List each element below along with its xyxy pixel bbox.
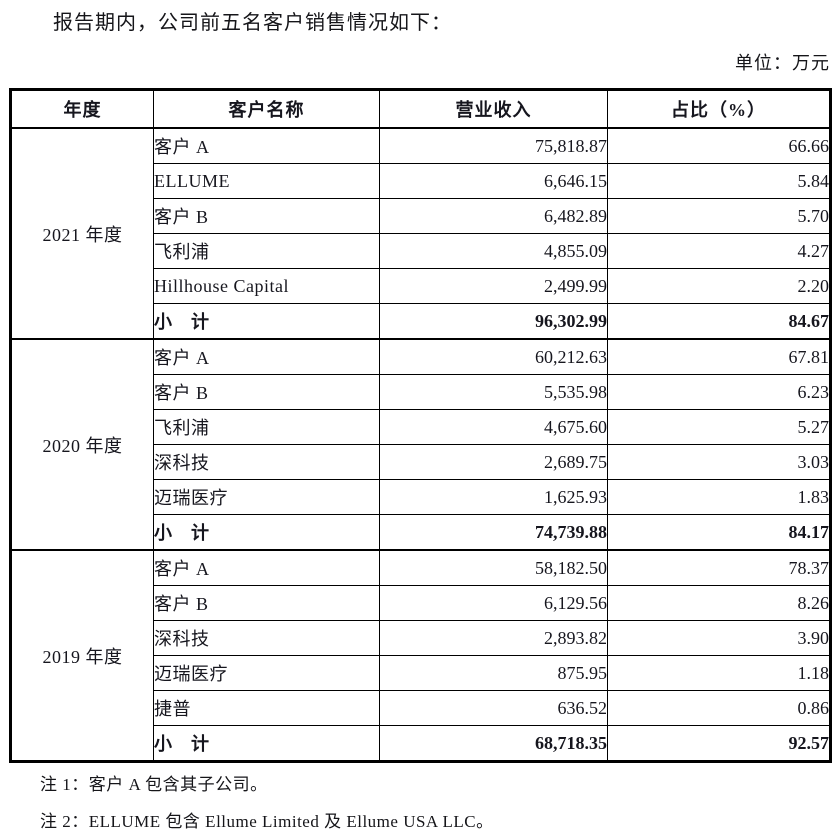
revenue-cell: 6,482.89 <box>379 198 608 234</box>
customer-row: 飞利浦 4,855.09 4.27 <box>11 233 831 269</box>
share-cell: 0.86 <box>607 690 831 726</box>
table-header-row: 年度 客户名称 营业收入 占比（%） <box>10 89 831 129</box>
customer-name-cell: 飞利浦 <box>153 233 380 269</box>
top-customers-table: 年度 客户名称 营业收入 占比（%） 2021 年度 客户 A 75,818.87 6… <box>9 88 832 763</box>
customer-row: 深科技 2,689.75 3.03 <box>11 444 831 480</box>
customer-name-cell: 迈瑞医疗 <box>153 655 380 691</box>
revenue-cell: 75,818.87 <box>379 127 608 164</box>
customer-row: 客户 B 5,535.98 6.23 <box>11 374 831 410</box>
share-cell: 5.70 <box>607 198 831 234</box>
customer-name-cell: 飞利浦 <box>153 409 380 445</box>
revenue-cell: 2,689.75 <box>379 444 608 480</box>
revenue-cell: 4,675.60 <box>379 409 608 445</box>
share-cell: 66.66 <box>607 127 831 164</box>
subtotal-row: 小 计 74,739.88 84.17 <box>11 514 831 551</box>
table-body: 2021 年度 客户 A 75,818.87 66.66 ELLUME 6,646.15 5… <box>10 127 831 762</box>
customer-row: ELLUME 6,646.15 5.84 <box>11 163 831 199</box>
subtotal-revenue-cell: 74,739.88 <box>379 514 608 551</box>
year-cell: 2020 年度 <box>10 338 154 551</box>
customer-row: 迈瑞医疗 1,625.93 1.83 <box>11 479 831 515</box>
share-cell: 3.90 <box>607 620 831 656</box>
note-1: 注 1：客户 A 包含其子公司。 <box>40 775 268 794</box>
year-cell: 2021 年度 <box>10 127 154 340</box>
intro-paragraph: 报告期内，公司前五名客户销售情况如下： <box>53 12 452 34</box>
customer-name-cell: 深科技 <box>153 444 380 480</box>
customer-row: 2019 年度 客户 A 58,182.50 78.37 <box>10 549 831 762</box>
share-cell: 1.83 <box>607 479 831 515</box>
revenue-cell: 875.95 <box>379 655 608 691</box>
revenue-cell: 5,535.98 <box>379 374 608 410</box>
customer-name-cell: 客户 A <box>153 127 380 164</box>
share-cell: 4.27 <box>607 233 831 269</box>
revenue-cell: 60,212.63 <box>379 338 608 375</box>
notes-section: 注 1：客户 A 包含其子公司。 注 2：ELLUME 包含 Ellume Li… <box>40 770 494 830</box>
share-cell: 8.26 <box>607 585 831 621</box>
customer-row: 客户 B 6,482.89 5.70 <box>11 198 831 234</box>
revenue-cell: 2,499.99 <box>379 268 608 304</box>
customer-name-cell: 客户 B <box>153 374 380 410</box>
revenue-cell: 6,646.15 <box>379 163 608 199</box>
customer-name-cell: 深科技 <box>153 620 380 656</box>
subtotal-row: 小 计 68,718.35 92.57 <box>11 725 831 762</box>
share-cell: 1.18 <box>607 655 831 691</box>
revenue-cell: 636.52 <box>379 690 608 726</box>
customer-name-cell: 客户 A <box>153 338 380 375</box>
customer-row: 客户 B 6,129.56 8.26 <box>11 585 831 621</box>
share-cell: 67.81 <box>607 338 831 375</box>
subtotal-revenue-cell: 68,718.35 <box>379 725 608 762</box>
customer-name-cell: 客户 B <box>153 585 380 621</box>
year-cell: 2019 年度 <box>10 549 154 762</box>
subtotal-label-cell: 小 计 <box>153 514 380 551</box>
subtotal-share-cell: 92.57 <box>607 725 831 762</box>
revenue-cell: 1,625.93 <box>379 479 608 515</box>
share-cell: 5.84 <box>607 163 831 199</box>
col-header-year: 年度 <box>10 89 154 129</box>
share-cell: 5.27 <box>607 409 831 445</box>
note-2: 注 2：ELLUME 包含 Ellume Limited 及 Ellume US… <box>40 812 494 830</box>
subtotal-share-cell: 84.67 <box>607 303 831 340</box>
unit-label: 单位：万元 <box>735 53 830 73</box>
share-cell: 2.20 <box>607 268 831 304</box>
col-header-revenue: 营业收入 <box>379 89 608 129</box>
revenue-cell: 2,893.82 <box>379 620 608 656</box>
revenue-cell: 4,855.09 <box>379 233 608 269</box>
revenue-cell: 58,182.50 <box>379 549 608 586</box>
col-header-share: 占比（%） <box>607 89 831 129</box>
customer-name-cell: ELLUME <box>153 163 380 199</box>
col-header-customer: 客户名称 <box>153 89 380 129</box>
share-cell: 78.37 <box>607 549 831 586</box>
revenue-cell: 6,129.56 <box>379 585 608 621</box>
subtotal-row: 小 计 96,302.99 84.67 <box>11 303 831 340</box>
customer-row: 2020 年度 客户 A 60,212.63 67.81 <box>10 338 831 551</box>
customer-row: 飞利浦 4,675.60 5.27 <box>11 409 831 445</box>
customer-name-cell: Hillhouse Capital <box>153 268 380 304</box>
customer-name-cell: 客户 B <box>153 198 380 234</box>
subtotal-revenue-cell: 96,302.99 <box>379 303 608 340</box>
subtotal-label-cell: 小 计 <box>153 725 380 762</box>
subtotal-share-cell: 84.17 <box>607 514 831 551</box>
customer-row: 2021 年度 客户 A 75,818.87 66.66 <box>10 127 831 340</box>
customer-name-cell: 客户 A <box>153 549 380 586</box>
share-cell: 3.03 <box>607 444 831 480</box>
share-cell: 6.23 <box>607 374 831 410</box>
customer-name-cell: 捷普 <box>153 690 380 726</box>
customer-row: Hillhouse Capital 2,499.99 2.20 <box>11 268 831 304</box>
subtotal-label-cell: 小 计 <box>153 303 380 340</box>
customer-name-cell: 迈瑞医疗 <box>153 479 380 515</box>
